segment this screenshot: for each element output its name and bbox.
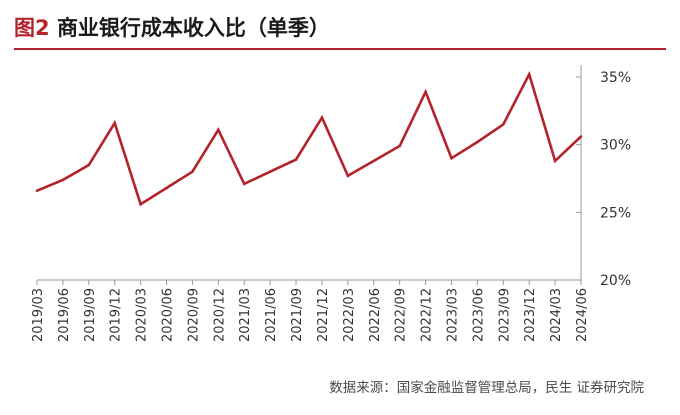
data-point bbox=[320, 116, 324, 119]
chart-title: 图2 商业银行成本收入比（单季） bbox=[14, 12, 330, 42]
data-point bbox=[501, 123, 505, 126]
series bbox=[35, 70, 583, 207]
data-point bbox=[191, 170, 194, 174]
x-tick-label: 2024/06 bbox=[575, 288, 590, 342]
x-tick-label: 2020/09 bbox=[186, 288, 201, 342]
data-point bbox=[553, 159, 557, 163]
data-point bbox=[217, 128, 220, 132]
x-tick-label: 2021/03 bbox=[238, 288, 253, 342]
data-point bbox=[87, 163, 91, 167]
data-point bbox=[527, 72, 531, 76]
x-tick-label: 2022/03 bbox=[342, 288, 357, 342]
data-point bbox=[268, 170, 272, 174]
x-tick-label: 2023/06 bbox=[471, 288, 486, 342]
figure-label: 图2 bbox=[14, 16, 50, 40]
x-tick-label: 2019/09 bbox=[83, 288, 98, 342]
x-tick-label: 2019/06 bbox=[57, 288, 72, 342]
data-point bbox=[165, 186, 168, 190]
series-line bbox=[36, 70, 582, 207]
x-tick-label: 2019/03 bbox=[31, 288, 46, 342]
data-point bbox=[450, 156, 453, 160]
data-point bbox=[424, 90, 427, 94]
y-tick-label: 35% bbox=[600, 70, 631, 86]
data-point bbox=[61, 178, 65, 182]
data-point bbox=[242, 182, 246, 186]
x-tick-label: 2019/12 bbox=[109, 288, 124, 342]
x-ticks: 2019/03 2019/06 2019/09 2019/12 2020/03 2020/… bbox=[31, 280, 590, 342]
x-tick-label: 2024/03 bbox=[549, 288, 564, 342]
x-tick-label: 2021/09 bbox=[290, 288, 305, 342]
x-tick-label: 2020/06 bbox=[161, 288, 176, 342]
y-ticks: 20% 25% 30% 35% bbox=[576, 70, 631, 289]
x-tick-label: 2023/03 bbox=[445, 288, 460, 342]
data-point bbox=[139, 202, 142, 206]
data-point bbox=[294, 158, 298, 161]
chart-title-text: 商业银行成本收入比（单季） bbox=[56, 16, 330, 40]
data-point bbox=[398, 144, 401, 148]
x-tick-label: 2021/06 bbox=[264, 288, 279, 342]
data-point bbox=[476, 140, 479, 144]
data-point bbox=[113, 121, 117, 125]
data-point bbox=[372, 159, 376, 163]
data-point bbox=[35, 189, 39, 192]
x-tick-label: 2020/03 bbox=[135, 288, 150, 342]
x-tick-label: 2022/06 bbox=[368, 288, 383, 342]
axes bbox=[37, 65, 582, 281]
x-tick-label: 2023/12 bbox=[523, 288, 538, 342]
x-tick-label: 2021/12 bbox=[316, 288, 331, 342]
data-point bbox=[579, 135, 583, 138]
data-point bbox=[346, 174, 350, 178]
y-tick-label: 25% bbox=[600, 205, 631, 221]
x-tick-label: 2020/12 bbox=[212, 288, 227, 342]
y-tick-label: 30% bbox=[600, 138, 631, 154]
x-tick-label: 2023/09 bbox=[497, 288, 512, 342]
source-note: 数据来源：国家金融监督管理总局，民生 证券研究院 bbox=[329, 380, 644, 396]
x-tick-label: 2022/12 bbox=[420, 288, 435, 342]
x-tick-label: 2022/09 bbox=[394, 288, 409, 342]
title-rule bbox=[14, 48, 666, 50]
y-tick-label: 20% bbox=[600, 273, 631, 289]
